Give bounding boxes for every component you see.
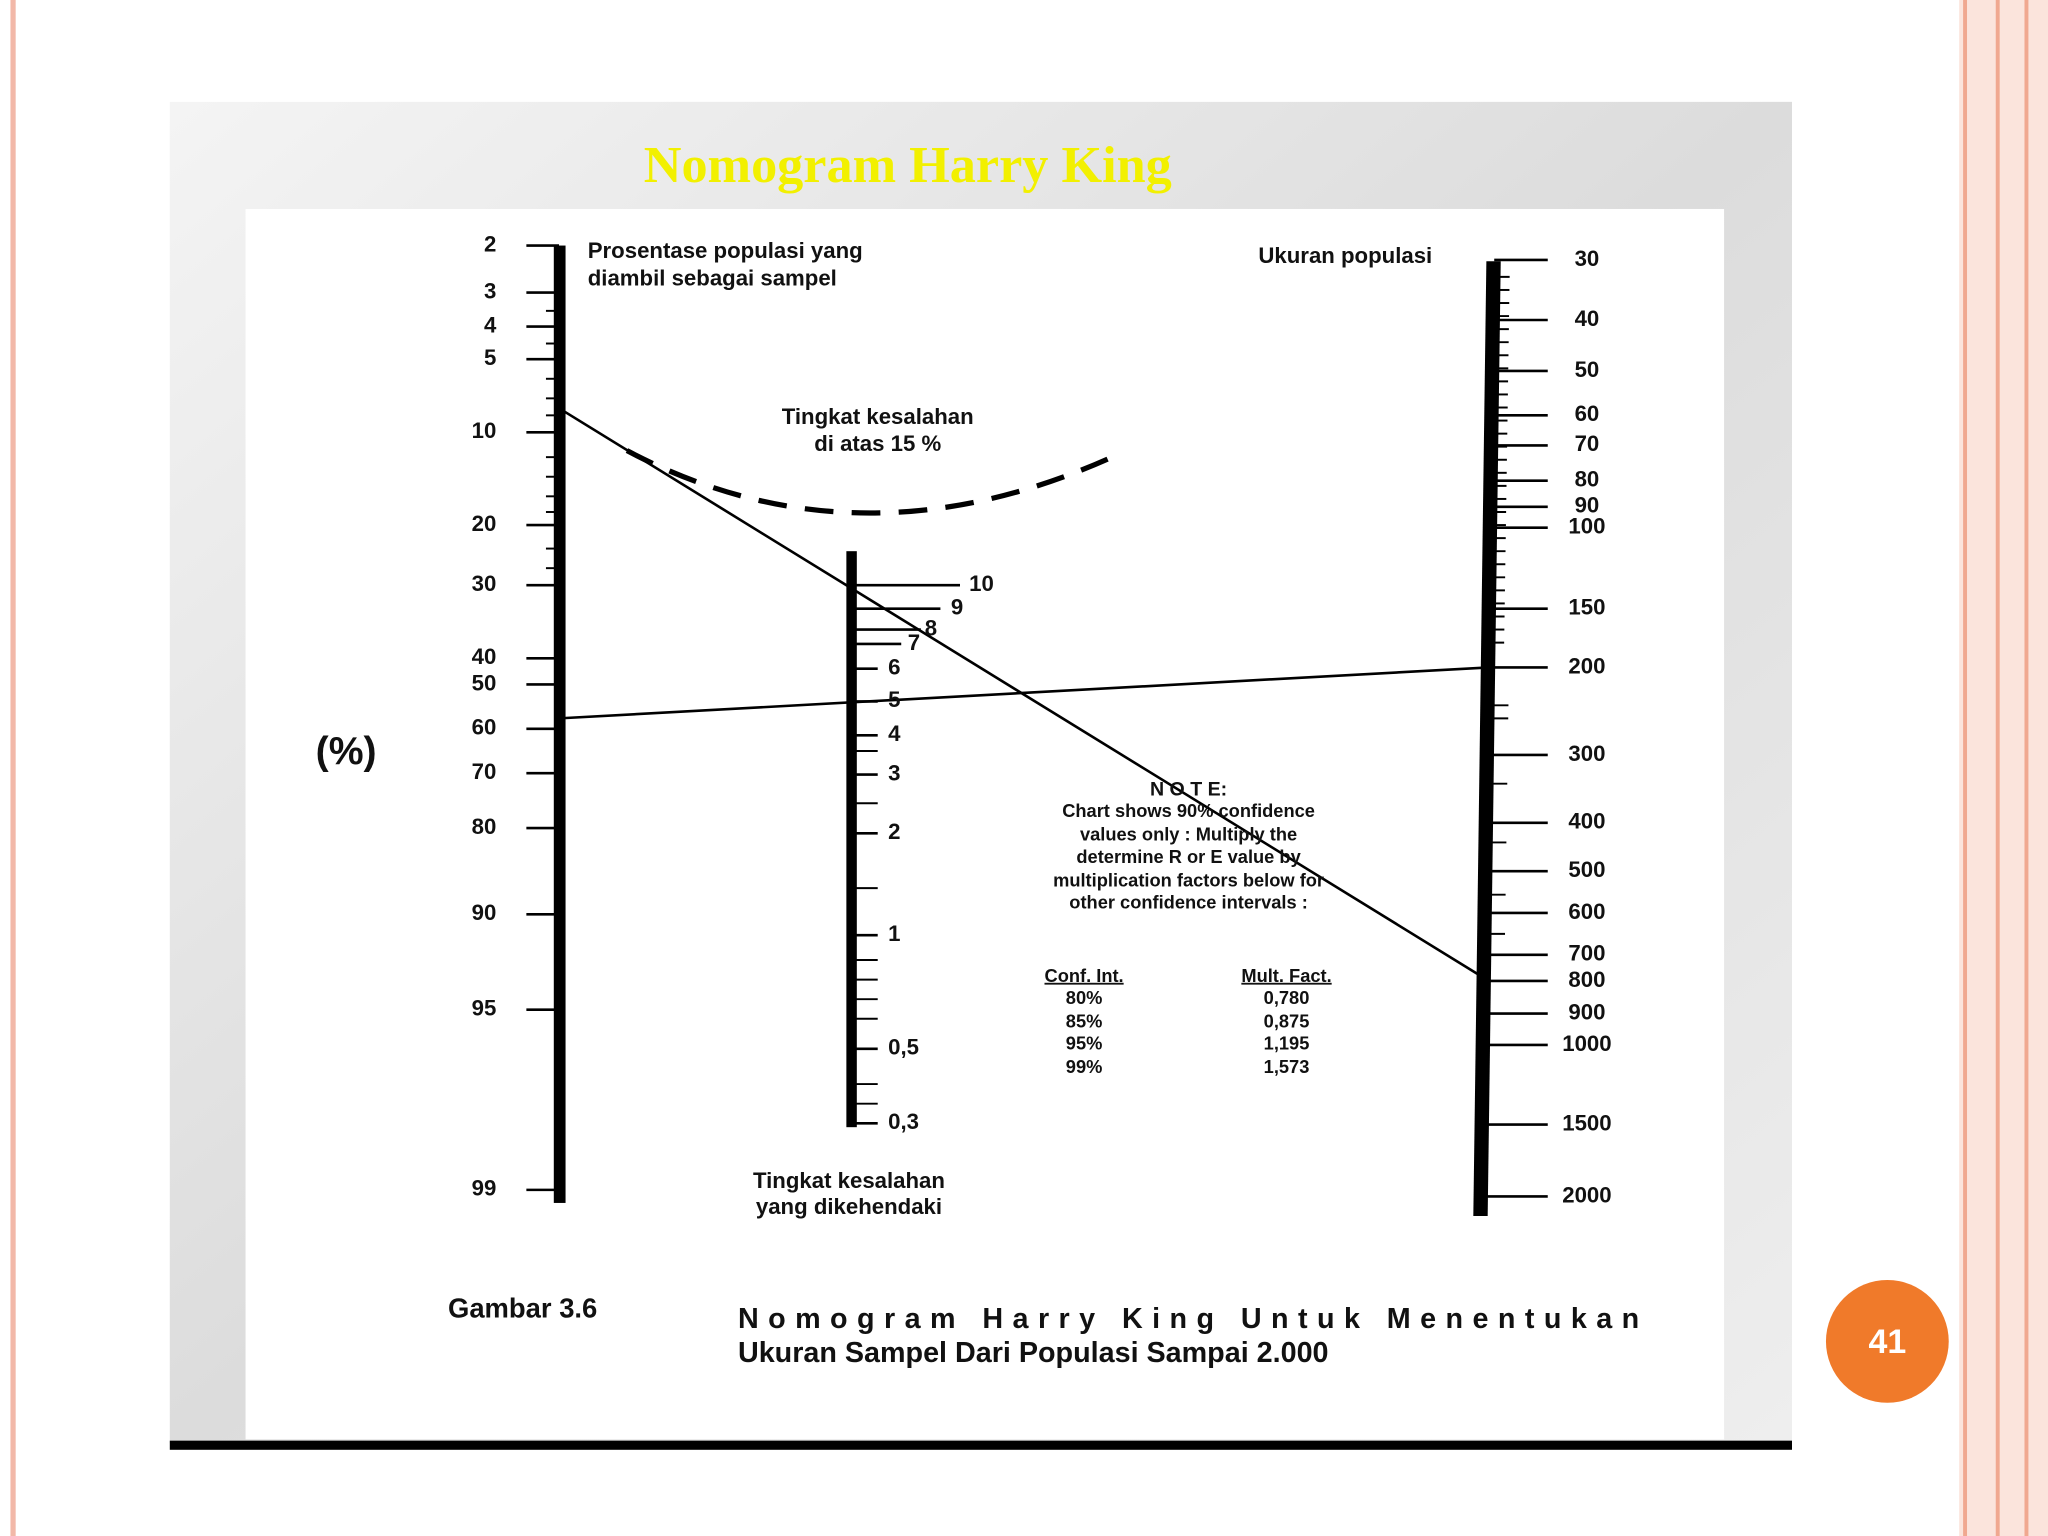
left-border [10,0,16,1536]
percent-scale-label: Prosentase populasi yang [588,238,863,263]
image-bottom-bar [169,1440,1793,1450]
error-tick-label: 1 [888,921,900,946]
percent-tick-label: 5 [484,345,496,370]
population-tick-label: 800 [1568,967,1605,992]
note-line: determine R or E value by [1076,846,1301,867]
population-tick-label: 2000 [1562,1182,1611,1207]
error-tick-label: 6 [888,655,900,680]
percent-tick-label: 10 [472,418,497,443]
population-tick-label: 60 [1575,401,1600,426]
percent-axis [553,245,566,1203]
percent-tick-label: 50 [472,670,497,695]
note-line: other confidence intervals : [1069,892,1308,913]
population-tick-label: 1000 [1562,1031,1611,1056]
percent-tick-label: 99 [472,1176,497,1201]
percent-tick-label: 40 [472,644,497,669]
percent-tick-label: 60 [472,715,497,740]
table-cell: 0,780 [1264,987,1310,1008]
example-line [558,666,1490,720]
population-tick-label: 900 [1568,999,1605,1024]
slide-title: Nomogram Harry King [644,136,1172,194]
percent-tick-label: 4 [484,312,497,337]
population-tick-label: 600 [1568,899,1605,924]
table-cell: 85% [1066,1011,1103,1032]
population-tick-label: 40 [1575,306,1600,331]
error-tick-label: 4 [888,721,901,746]
percent-tick-label: 90 [472,900,497,925]
error-region-label: Tingkat kesalahan [782,404,974,429]
population-tick-label: 700 [1568,941,1605,966]
percent-tick-label: 70 [472,759,497,784]
border-line [1963,0,1968,1536]
population-tick-label: 90 [1575,493,1600,518]
error-region-curve [625,448,1125,516]
table-cell: 1,195 [1264,1033,1310,1054]
population-tick-label: 300 [1568,741,1605,766]
percent-tick-label: 3 [484,278,496,303]
table-cell: 99% [1066,1056,1103,1077]
population-tick-label: 100 [1568,514,1605,539]
error-tick-label: 9 [951,595,963,620]
percent-tick-label: 80 [472,814,497,839]
nomogram-sheet [245,208,1725,1440]
population-tick-label: 80 [1575,467,1600,492]
table-cell: 95% [1066,1033,1103,1054]
percent-tick-label: 95 [472,995,497,1020]
error-tick-label: 7 [908,630,920,655]
error-tick-label: 3 [888,760,900,785]
caption-label: Gambar 3.6 [448,1292,597,1323]
error-tick-label: 8 [925,615,937,640]
table-cell: 0,875 [1264,1011,1310,1032]
note-title: N O T E: [1150,778,1227,800]
population-tick-label: 50 [1575,357,1600,382]
population-tick-label: 1500 [1562,1110,1611,1135]
error-tick-label: 10 [969,571,994,596]
page-number-badge [1825,1280,1949,1403]
caption-line: Ukuran Sampel Dari Populasi Sampai 2.000 [738,1337,1329,1369]
table-cell: 1,573 [1264,1056,1310,1077]
right-border [1959,0,2048,1536]
population-scale-label: Ukuran populasi [1258,243,1432,268]
note-line: values only : Multiply the [1080,824,1297,845]
percent-tick-label: 20 [472,511,497,536]
population-tick-label: 150 [1568,595,1605,620]
error-scale-label: yang dikehendaki [756,1194,942,1219]
border-line [1995,0,2000,1536]
error-tick-label: 0,5 [888,1035,919,1060]
note-line: Chart shows 90% confidence [1062,800,1315,821]
population-tick-label: 30 [1575,246,1600,271]
table-header: Mult. Fact. [1241,965,1331,986]
error-region-label: di atas 15 % [814,431,941,456]
percent-scale-label: diambil sebagai sampel [588,265,837,290]
table-cell: 80% [1066,987,1103,1008]
percent-tick-label: 30 [472,571,497,596]
population-tick-label: 400 [1568,809,1605,834]
error-axis [846,551,857,1128]
population-tick-label: 500 [1568,857,1605,882]
population-tick-label: 70 [1575,431,1600,456]
error-tick-label: 0,3 [888,1109,919,1134]
note-line: multiplication factors below for [1053,869,1324,890]
population-tick-label: 200 [1568,653,1605,678]
error-tick-label: 5 [888,687,900,712]
percent-tick-label: 2 [484,231,496,256]
error-tick-label: 2 [888,819,900,844]
percent-unit: (%) [316,730,377,773]
page-number: 41 [1868,1323,1906,1361]
error-scale-label: Tingkat kesalahan [753,1168,945,1193]
table-header: Conf. Int. [1045,965,1124,986]
border-line [2024,0,2029,1536]
